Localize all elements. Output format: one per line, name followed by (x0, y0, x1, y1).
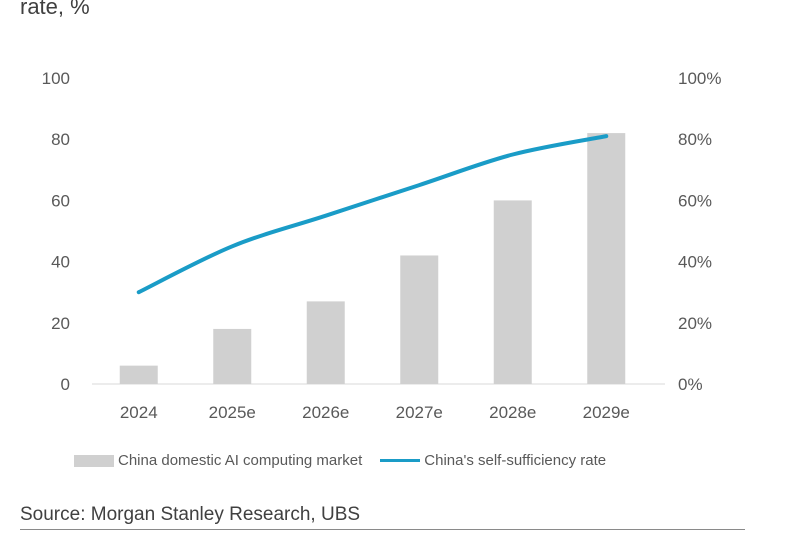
legend-bar-swatch (74, 454, 114, 467)
chart-canvas: 0 20 40 60 80 100 0% 20% 40% 60% 80% 100% 2024 2025… (42, 69, 722, 422)
self-sufficiency-line (136, 134, 609, 295)
left-axis-tick-label: 60 (51, 191, 70, 210)
bar (306, 301, 345, 384)
footer-rule (20, 529, 745, 530)
left-axis-tick-label: 100 (42, 69, 70, 88)
left-axis-tick-label: 80 (51, 130, 70, 149)
right-axis-ticks: 0% 20% 40% 60% 80% 100% (678, 69, 721, 394)
right-axis-tick-label: 60% (678, 191, 712, 210)
bar (493, 200, 532, 384)
left-axis-tick-label: 40 (51, 253, 70, 272)
right-axis-tick-label: 0% (678, 375, 703, 394)
clipped-axis-title: rate, % (20, 0, 90, 19)
bar (119, 365, 158, 384)
left-axis-ticks: 0 20 40 60 80 100 (42, 69, 70, 394)
left-axis-tick-label: 0 (61, 375, 70, 394)
right-axis-tick-label: 100% (678, 69, 721, 88)
bar (587, 133, 626, 384)
bar-series (119, 133, 626, 384)
x-axis-tick-label: 2025e (209, 403, 256, 422)
legend-line-label: China's self-sufficiency rate (424, 452, 607, 469)
x-axis-ticks: 2024 2025e 2026e 2027e 2028e 2029e (120, 403, 630, 422)
right-axis-tick-label: 80% (678, 130, 712, 149)
x-axis-tick-label: 2028e (489, 403, 536, 422)
x-axis-tick-label: 2027e (396, 403, 443, 422)
right-axis-tick-label: 20% (678, 314, 712, 333)
left-axis-tick-label: 20 (51, 314, 70, 333)
legend-line-swatch (380, 459, 421, 462)
x-axis-tick-label: 2026e (302, 403, 349, 422)
legend: China domestic AI computing market China… (74, 452, 606, 469)
x-axis-tick-label: 2029e (583, 403, 630, 422)
bar (400, 255, 439, 384)
line-series (136, 134, 609, 295)
right-axis-tick-label: 40% (678, 253, 712, 272)
x-axis-tick-label: 2024 (120, 403, 158, 422)
bar (213, 328, 252, 384)
source-note: Source: Morgan Stanley Research, UBS (20, 504, 361, 525)
legend-bar-label: China domestic AI computing market (118, 452, 363, 469)
